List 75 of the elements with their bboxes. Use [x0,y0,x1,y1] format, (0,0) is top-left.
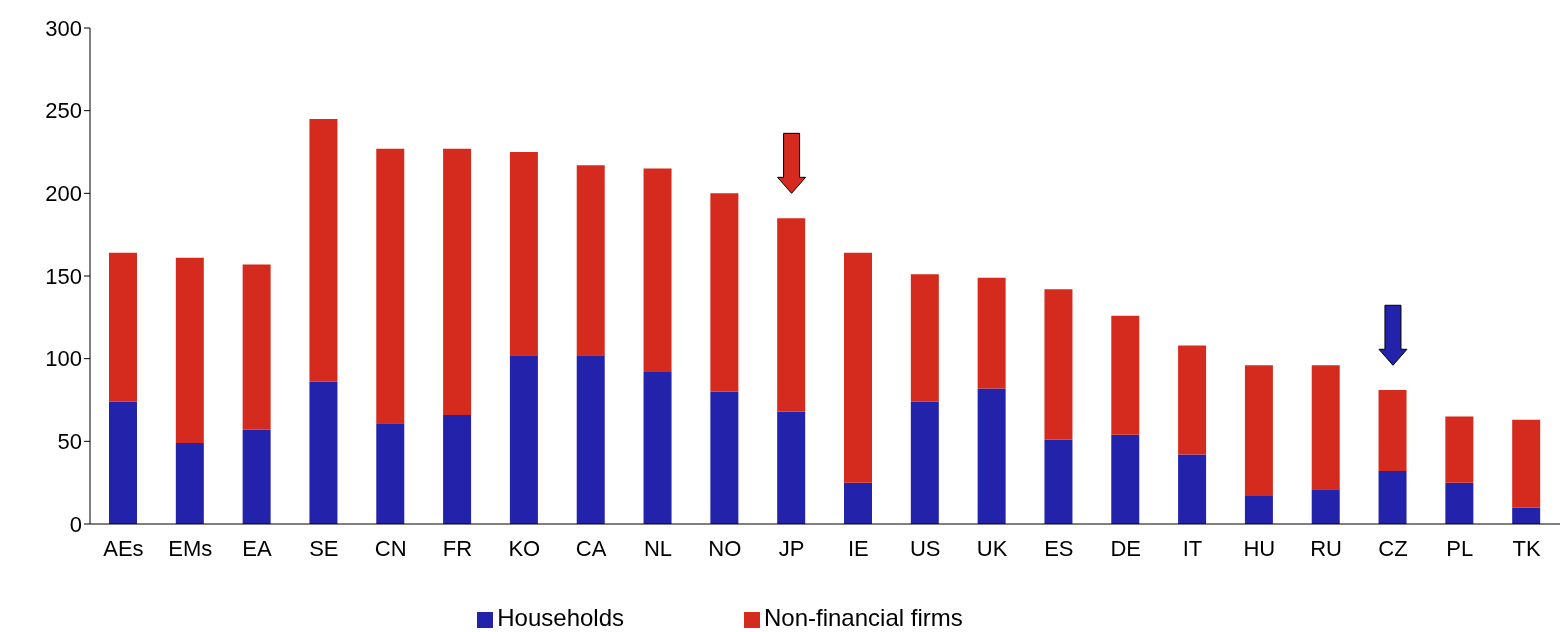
bar [910,401,939,524]
bar [1244,365,1273,496]
bar [1244,495,1273,524]
bar [109,401,137,524]
bar [710,391,739,524]
x-tick-label: FR [442,535,473,561]
bar [910,274,939,402]
bar [1311,489,1340,524]
x-tick-label: DE [1110,535,1141,561]
bar [1111,434,1140,524]
bar [777,218,806,412]
bar [1044,289,1073,440]
x-tick-label: EA [242,535,273,561]
x-tick-label: IT [1182,535,1203,561]
bar [509,355,538,524]
bar [242,429,271,524]
bar [1111,315,1140,435]
x-tick-label: KO [508,535,541,561]
x-tick-label: AEs [103,535,144,561]
bar [777,411,806,524]
bar [175,257,204,443]
x-tick-label: HU [1243,535,1276,561]
bar [1378,471,1407,524]
x-tick-label: UK [976,535,1008,561]
x-tick-label: SE [309,535,339,561]
bar [1445,416,1474,483]
bar [1178,454,1207,524]
bar [443,414,472,524]
y-tick-label: 100 [45,346,82,372]
bar [643,168,672,372]
x-tick-label: US [909,535,941,561]
x-tick-label: RU [1310,535,1343,561]
y-tick-label: 300 [45,15,82,41]
bar [1378,390,1407,472]
y-tick-label: 150 [45,263,82,289]
bar [1044,439,1073,524]
x-tick-label: EMs [168,535,213,561]
x-tick-label: PL [1446,535,1474,561]
x-tick-label: CN [374,535,407,561]
x-tick-label: TK [1512,535,1541,561]
bar [1512,419,1541,508]
legend-label: Non-financial firms [764,604,963,631]
bar [309,381,338,524]
x-tick-label: ES [1044,535,1074,561]
bar [175,442,204,524]
y-tick-label: 0 [69,511,82,537]
bar [242,264,271,430]
bar [376,148,405,424]
bar [710,193,739,392]
bar [1311,365,1340,490]
x-tick-label: CZ [1378,535,1408,561]
y-tick-label: 200 [45,181,82,207]
bar [1512,507,1541,524]
legend-label: Households [497,604,624,631]
bar [977,388,1006,524]
bar [576,165,605,356]
y-tick-label: 250 [45,98,82,124]
bar [109,252,137,402]
bar [509,152,538,356]
bar [443,148,472,415]
x-tick-label: IE [848,535,869,561]
x-tick-label: NL [643,535,673,561]
bar [844,482,872,524]
bar [643,371,672,524]
bar [844,252,872,483]
bar [977,277,1006,389]
bar [376,423,405,524]
y-tick-label: 50 [57,429,82,455]
x-tick-label: JP [778,535,805,561]
bar [1178,345,1207,455]
x-tick-label: CA [575,535,607,561]
bar [309,118,338,382]
x-tick-label: NO [708,535,742,561]
bar [576,355,605,524]
bar [1445,482,1474,524]
